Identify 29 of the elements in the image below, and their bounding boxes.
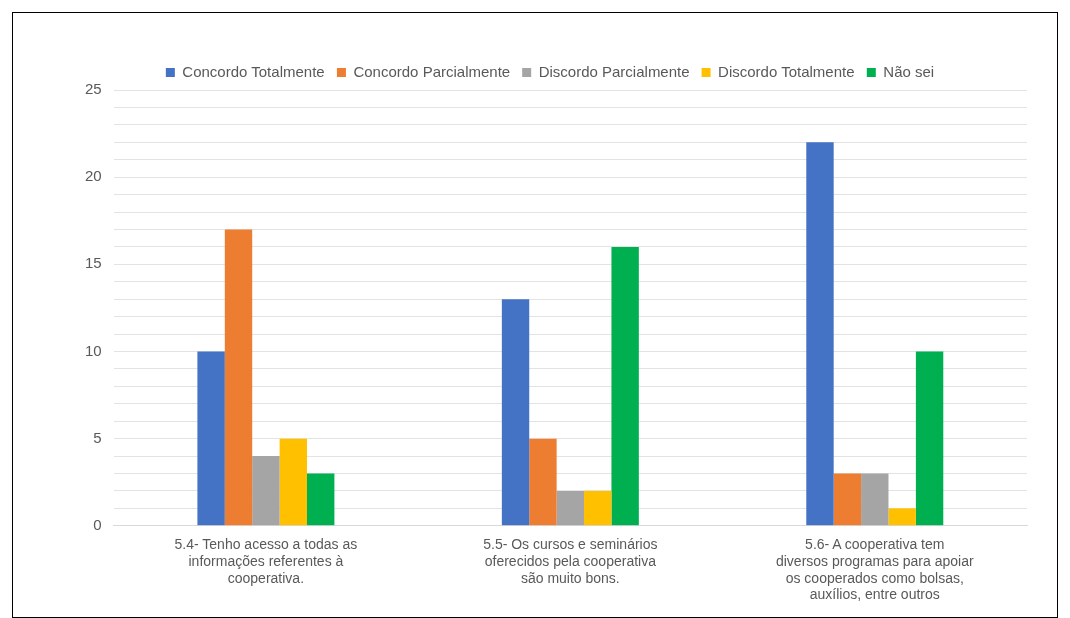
bar	[556, 490, 585, 526]
legend-label: Não sei	[883, 62, 935, 80]
x-tick-label: 5.4- Tenho acesso a todas as informações referentes à cooperativa.	[174, 536, 358, 586]
legend-label: Discordo Parcialmente	[538, 62, 690, 80]
y-tick-label: 15	[85, 254, 102, 272]
legend-label: Concordo Parcialmente	[353, 62, 511, 80]
bar	[529, 438, 557, 526]
bar	[307, 473, 335, 526]
y-tick-label: 10	[85, 341, 102, 359]
y-tick-label: 25	[85, 80, 102, 98]
bar	[833, 473, 862, 526]
bar	[501, 299, 530, 526]
bar	[915, 351, 944, 526]
bar	[224, 229, 253, 526]
x-tick-label: 5.6- A cooperativa tem diversos programas para apoiar os cooperados como bolsas, auxílios, entre outros	[775, 536, 974, 603]
legend-label: Concordo Totalmente	[182, 62, 325, 80]
y-tick-label: 5	[93, 428, 102, 446]
bar	[861, 473, 889, 526]
bar	[888, 508, 916, 526]
bar	[252, 456, 280, 526]
bar	[584, 490, 612, 526]
y-tick-label: 0	[93, 515, 102, 533]
bar	[806, 142, 834, 526]
bar	[197, 351, 225, 526]
bar	[611, 246, 639, 526]
bar	[279, 438, 307, 526]
x-tick-label: 5.5- Os cursos e seminários oferecidos pela cooperativa são muito bons.	[483, 536, 658, 586]
y-tick-label: 20	[85, 167, 102, 185]
legend-label: Discordo Totalmente	[718, 62, 855, 80]
